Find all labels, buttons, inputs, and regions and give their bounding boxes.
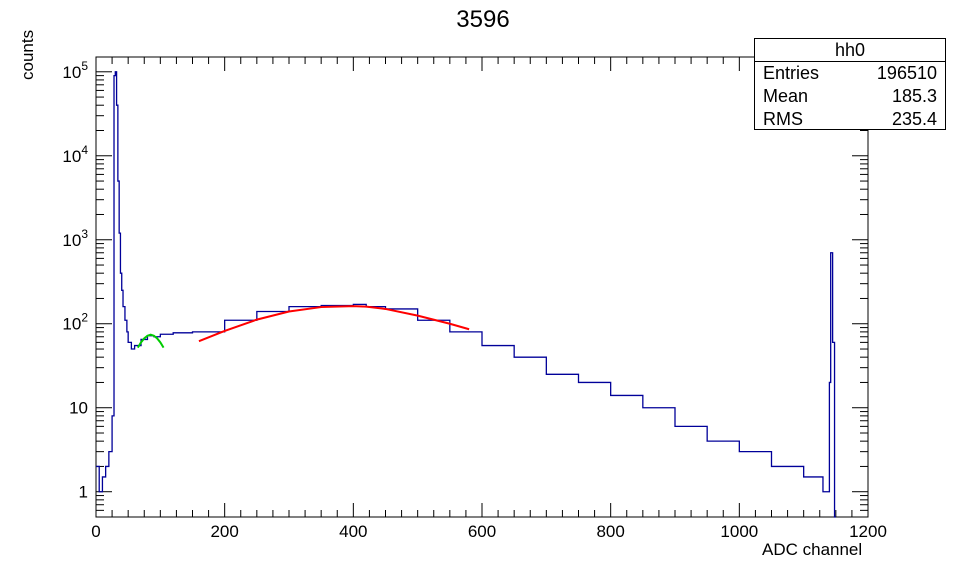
fit-curve xyxy=(198,305,470,343)
plot-frame xyxy=(95,56,869,518)
fit-curve xyxy=(136,333,165,349)
axis-ticks xyxy=(95,57,869,518)
stats-row-entries: Entries 196510 xyxy=(755,62,945,85)
x-tick-label: 400 xyxy=(339,522,367,541)
stats-label: Entries xyxy=(763,63,820,83)
x-tick-label: 1200 xyxy=(849,522,887,541)
x-axis-label: ADC channel xyxy=(762,540,863,559)
stats-row-mean: Mean 185.3 xyxy=(755,85,945,108)
histogram-line xyxy=(96,71,836,518)
data-series xyxy=(96,71,836,518)
stats-box: hh0 Entries 196510 Mean 185.3 RMS 235.4 xyxy=(754,38,946,130)
y-tick-label: 102 xyxy=(62,311,88,334)
x-tick-label: 800 xyxy=(596,522,624,541)
stats-box-title: hh0 xyxy=(755,39,945,62)
x-tick-label: 1000 xyxy=(720,522,758,541)
y-tick-label: 105 xyxy=(62,59,88,82)
y-tick-label: 1 xyxy=(79,483,88,502)
y-tick-label: 104 xyxy=(62,143,88,166)
chart-title: 3596 xyxy=(456,6,510,33)
stats-value: 235.4 xyxy=(891,109,937,129)
stats-label: Mean xyxy=(763,86,809,106)
y-tick-label: 103 xyxy=(62,227,88,250)
plot-border xyxy=(95,56,869,518)
x-tick-label: 600 xyxy=(468,522,496,541)
x-tick-label: 0 xyxy=(91,522,100,541)
x-tick-label: 200 xyxy=(210,522,238,541)
y-tick-label: 10 xyxy=(69,399,88,418)
stats-value: 196510 xyxy=(876,63,937,83)
stats-label: RMS xyxy=(763,109,803,129)
y-axis-label: counts xyxy=(18,29,37,80)
stats-value: 185.3 xyxy=(891,86,937,106)
stats-row-rms: RMS 235.4 xyxy=(755,108,945,131)
tick-labels: 0 200 400 600 800 1000 1200 1 10 102 103 104 105 xyxy=(62,59,887,541)
